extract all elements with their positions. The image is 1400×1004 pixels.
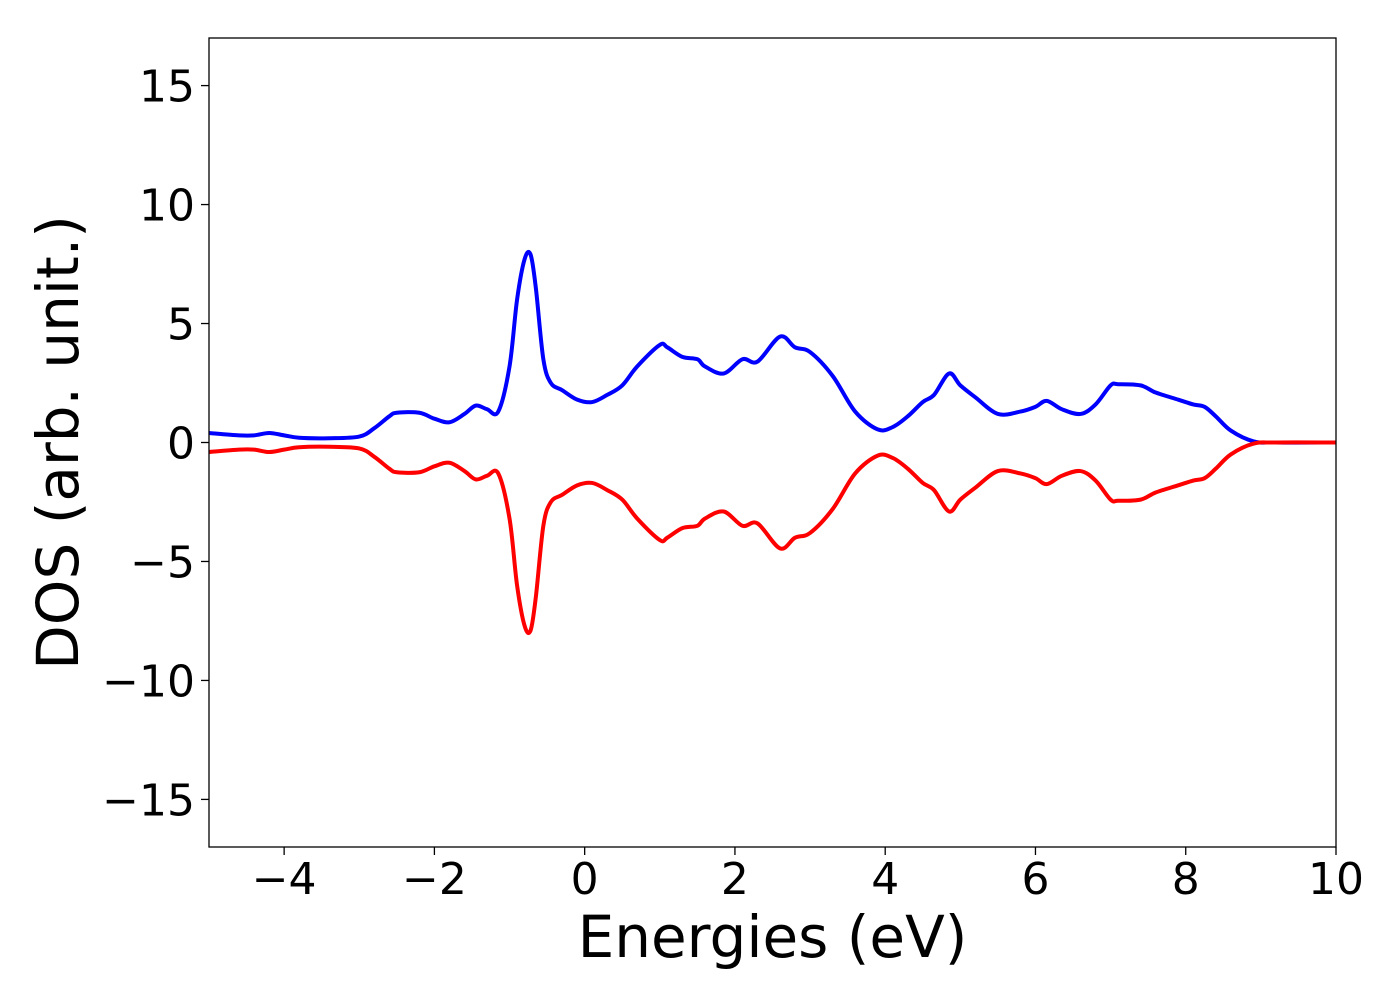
y-tick-label: 5 xyxy=(167,300,195,351)
series-line-spin-up xyxy=(209,249,1336,445)
y-axis: −15 −10 −5 0 5 10 15 xyxy=(102,62,209,826)
y-tick-label: 15 xyxy=(139,62,195,113)
series-layer xyxy=(209,249,1336,636)
y-tick-label: −15 xyxy=(102,775,195,826)
x-axis-label: Energies (eV) xyxy=(578,903,968,971)
x-tick-label: 10 xyxy=(1308,854,1364,905)
x-tick-label: 0 xyxy=(571,854,599,905)
y-tick-label: 0 xyxy=(167,419,195,470)
x-axis: −4 −2 0 2 4 6 8 10 xyxy=(252,847,1364,905)
x-tick-label: −4 xyxy=(252,854,317,905)
plot-frame xyxy=(208,37,1337,848)
x-tick-label: 8 xyxy=(1172,854,1200,905)
series-line-spin-down xyxy=(209,440,1336,636)
y-tick-label: 10 xyxy=(139,181,195,232)
x-tick-label: 2 xyxy=(721,854,749,905)
y-tick-label: −10 xyxy=(102,656,195,707)
x-tick-label: 4 xyxy=(871,854,899,905)
x-tick-label: 6 xyxy=(1021,854,1049,905)
y-axis-label: DOS (arb. unit.) xyxy=(24,215,92,670)
x-tick-label: −2 xyxy=(402,854,467,905)
y-tick-label: −5 xyxy=(130,537,195,588)
